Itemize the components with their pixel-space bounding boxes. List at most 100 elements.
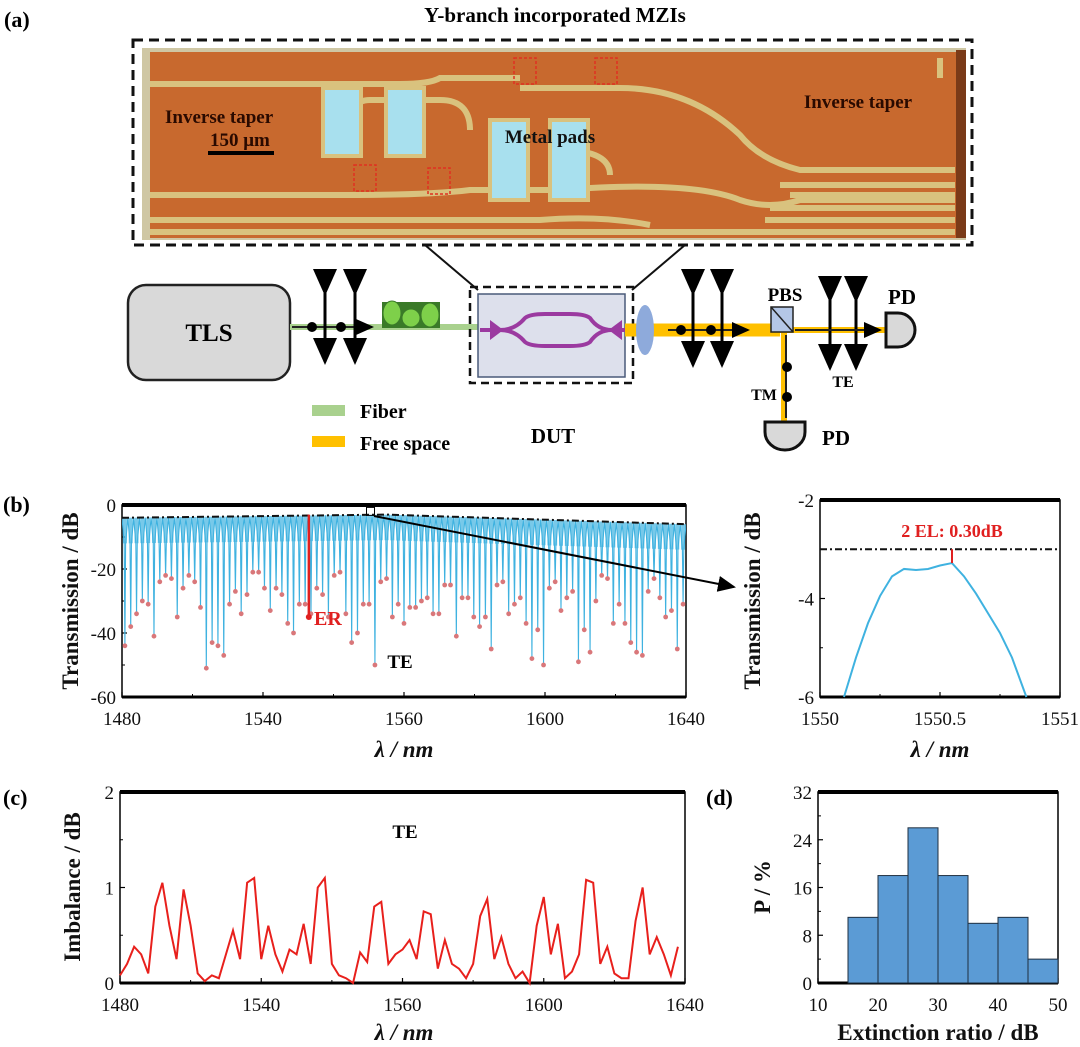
spectrum-band	[268, 516, 273, 542]
x-tick-label: 1640	[667, 709, 705, 730]
spectrum-band	[163, 517, 168, 543]
panel-b: (b) 1480 1540 1560 1600 1640 0 -20 -40 -60 Trans…	[3, 491, 1079, 762]
spectrum-band	[343, 515, 348, 541]
dip-marker	[314, 585, 320, 591]
legend-swatch-fiber	[312, 405, 345, 416]
dip-marker	[651, 576, 657, 581]
dip-marker	[256, 569, 262, 575]
spectrum-band	[547, 519, 552, 546]
dip-marker	[413, 605, 419, 610]
focus-dot	[706, 325, 716, 335]
dip-marker	[407, 605, 413, 610]
focus-dot	[782, 392, 792, 402]
dip-marker	[535, 627, 541, 633]
dip-marker	[465, 595, 471, 601]
spectrum-band	[564, 520, 569, 546]
excess-loss-annotation: 2 EL: 0.30dB	[901, 521, 1003, 541]
spectrum-band	[599, 521, 604, 548]
y-tick-label: -6	[798, 688, 814, 709]
spectrum-band	[367, 514, 372, 541]
dip-marker	[419, 598, 424, 604]
spectrum-band	[215, 516, 220, 543]
y-tick-label: 16	[793, 879, 812, 900]
panel-b-label: (b)	[3, 492, 30, 517]
dip-marker	[552, 579, 558, 585]
dip-marker	[529, 656, 535, 661]
spectrum-band	[593, 521, 598, 547]
metal-pads	[321, 86, 590, 202]
spectrum-band	[303, 515, 308, 542]
dip-marker	[372, 662, 378, 668]
x-tick-label: 50	[1049, 995, 1068, 1016]
dip-marker	[250, 569, 256, 575]
spectrum-band	[652, 523, 657, 549]
dip-marker	[355, 630, 360, 636]
dip-marker	[227, 601, 232, 607]
spectrum-band	[192, 516, 197, 543]
photo-frame	[131, 38, 974, 247]
spectrum-band	[279, 515, 284, 542]
photodetector-icon	[884, 311, 917, 349]
photodetector-icon	[763, 420, 807, 452]
y-tick-label: 0	[803, 974, 813, 995]
y-tick-label: 8	[803, 926, 813, 947]
spectrum-band	[681, 524, 686, 550]
spectrum-band	[535, 519, 540, 546]
spectrum-band	[314, 515, 319, 542]
dip-marker	[494, 582, 500, 588]
zoom-arrow	[373, 515, 736, 592]
spectrum-band	[582, 520, 587, 547]
dip-marker	[384, 576, 389, 581]
spectrum-band	[122, 517, 127, 544]
dip-marker	[436, 611, 442, 617]
spectrum-band	[477, 517, 482, 544]
spectrum-band	[529, 519, 534, 545]
spectrum-band	[151, 517, 156, 544]
legend-label-fiber: Fiber	[360, 401, 407, 423]
er-arrow-end	[305, 614, 312, 620]
dip-marker	[262, 585, 267, 591]
right-taper-label: Inverse taper	[804, 92, 913, 113]
dip-marker	[174, 614, 180, 620]
spectrum-band	[390, 514, 395, 541]
dip-marker	[169, 576, 174, 581]
dip-marker	[483, 614, 488, 620]
spectrum-band	[250, 516, 255, 542]
dip-marker	[145, 601, 151, 607]
spectrum-band	[628, 522, 633, 549]
dip-marker	[401, 621, 407, 626]
dip-marker	[442, 582, 448, 588]
spectrum-band	[285, 515, 290, 542]
lens-icon	[313, 269, 367, 365]
dip-marker	[453, 633, 459, 639]
spectrum-band	[634, 522, 639, 549]
x-tick-label: 1480	[101, 995, 139, 1016]
y-tick-label: -20	[91, 560, 116, 581]
panel-c-label: (c)	[3, 785, 27, 810]
dip-marker	[564, 595, 570, 601]
spectrum-band	[157, 517, 162, 543]
spectrum-band	[361, 514, 366, 541]
chart-c-xlabel: λ / nm	[374, 1020, 434, 1045]
dip-marker	[448, 582, 453, 588]
dip-marker	[459, 595, 465, 601]
dip-marker	[424, 595, 430, 601]
focus-dot	[782, 362, 792, 372]
focus-dot	[307, 322, 317, 332]
spectrum-band	[495, 518, 500, 544]
spectrum-band	[134, 517, 139, 544]
dip-marker	[599, 573, 605, 578]
spectrum-band	[460, 517, 465, 543]
x-tick-label: 10	[809, 995, 828, 1016]
dip-marker	[186, 573, 192, 578]
y-tick-label: 32	[793, 783, 812, 804]
dip-marker	[267, 608, 273, 613]
legend-label-free-space: Free space	[360, 433, 450, 455]
spectrum-band	[448, 516, 453, 543]
spectrum-band	[320, 515, 325, 541]
spectrum-band	[553, 520, 558, 546]
dip-marker	[209, 640, 215, 645]
panel-c: (c) 1480 1540 1560 1600 1640 0 1 2 Imbalance / …	[3, 783, 704, 1045]
dip-marker	[366, 601, 372, 607]
spectrum-band	[605, 521, 610, 548]
